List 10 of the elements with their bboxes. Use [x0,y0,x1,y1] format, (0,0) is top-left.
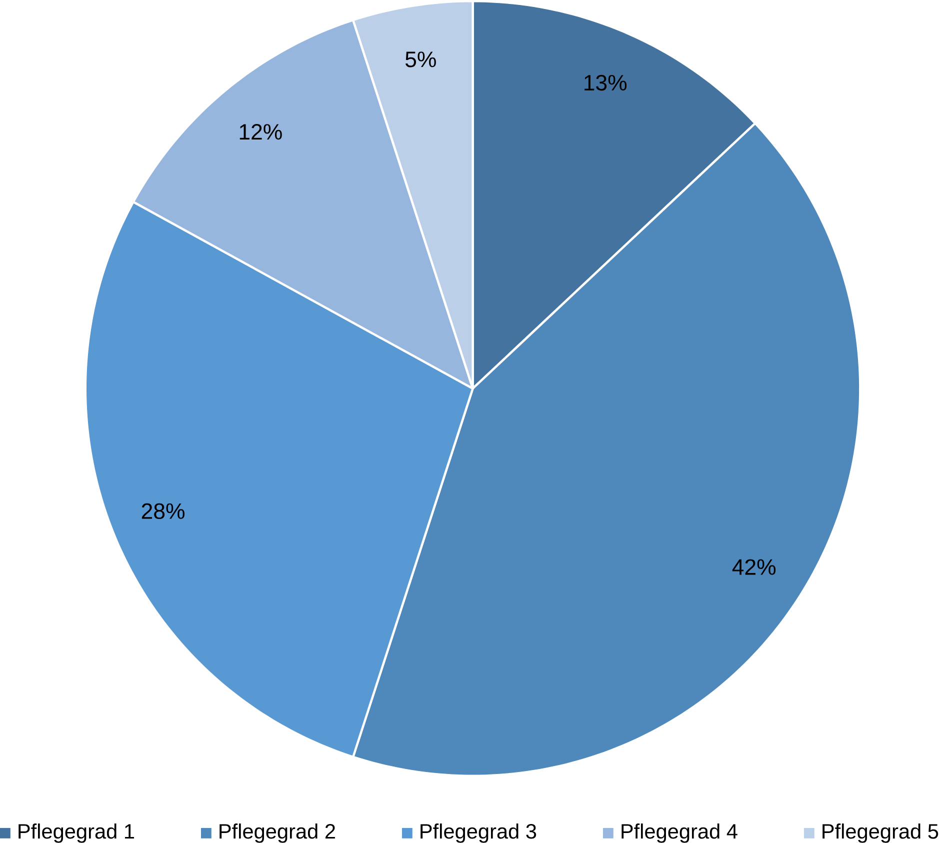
legend-label: Pflegegrad 5 [822,824,938,843]
data-label: 5% [406,52,436,68]
data-label: 28% [142,503,184,520]
legend-label: Pflegegrad 2 [220,824,335,843]
legend-label: Pflegegrad 1 [18,824,134,843]
data-label: 13% [584,74,627,91]
legend-label: Pflegegrad 3 [420,824,536,843]
data-label: 12% [240,124,282,140]
legend-label: Pflegegrad 4 [622,824,738,843]
data-label: 42% [732,559,776,575]
